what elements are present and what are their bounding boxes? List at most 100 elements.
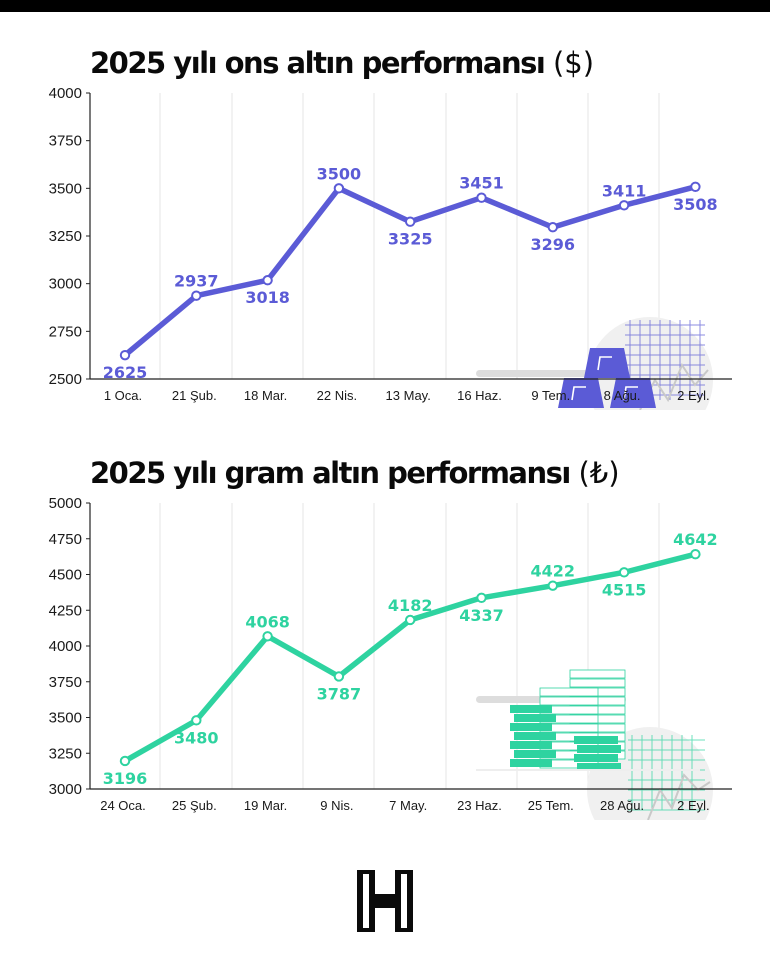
banknote-icon <box>514 714 556 722</box>
chart-title-try: 2025 yılı gram altın performansı (₺) <box>90 456 620 490</box>
y-tick-label: 4250 <box>49 602 82 619</box>
data-label: 2937 <box>174 272 219 291</box>
banknote-icon <box>574 736 618 744</box>
gold-bar-shine <box>597 356 612 371</box>
x-tick-label: 25 Tem. <box>528 798 574 813</box>
x-tick-label: 1 Oca. <box>104 388 142 403</box>
data-point <box>333 183 345 194</box>
data-label: 3451 <box>459 174 504 193</box>
data-label: 3508 <box>673 195 718 214</box>
data-point <box>191 290 202 301</box>
y-tick-label: 3000 <box>49 276 82 293</box>
x-tick-label: 13 May. <box>386 388 431 403</box>
banknote-outline <box>569 669 626 679</box>
data-point <box>618 567 630 578</box>
gold-bar-shine <box>571 386 586 401</box>
chart-try: 3000 3250 3500 3750 4000 4250 4500 4750 5000 24 O… <box>49 495 732 820</box>
x-tick-label: 25 Şub. <box>172 798 217 813</box>
chart-usd: 2500 2750 3000 3250 3500 3750 4000 1 Oca. 21 Şub… <box>49 85 732 410</box>
x-tick-label: 18 Mar. <box>244 388 287 403</box>
data-point <box>262 631 273 642</box>
h-logo-shape <box>357 870 413 932</box>
banknote-outline <box>539 696 599 706</box>
banknote-icon <box>510 705 552 713</box>
data-point <box>690 181 701 193</box>
y-tick-label: 4750 <box>49 531 82 548</box>
data-point <box>690 548 701 560</box>
x-tick-label: 2 Eyl. <box>677 388 710 403</box>
x-tick-label: 24 Oca. <box>100 798 146 813</box>
y-tick-label: 5000 <box>49 495 82 512</box>
data-label: 4642 <box>673 530 718 549</box>
data-point <box>119 349 131 361</box>
y-tick-label: 2500 <box>49 371 82 388</box>
data-label: 4515 <box>602 580 647 599</box>
banknote-icon <box>510 723 552 731</box>
data-label: 3325 <box>388 230 433 249</box>
data-point <box>119 755 131 767</box>
data-label: 4337 <box>459 606 504 625</box>
illustration-banknote-stacks <box>476 669 713 820</box>
data-label: 3018 <box>245 288 290 307</box>
y-tick-label: 2750 <box>49 323 82 340</box>
chart-title-unit: ($) <box>552 46 595 80</box>
y-tick-label: 3500 <box>49 710 82 727</box>
y-tick-label: 4000 <box>49 85 82 102</box>
gold-bar-icon <box>584 348 630 378</box>
x-tick-label: 9 Nis. <box>320 798 353 813</box>
data-label: 3196 <box>103 769 148 788</box>
x-tick-label: 7 May. <box>389 798 427 813</box>
data-label: 2625 <box>103 363 148 382</box>
data-point <box>333 671 345 682</box>
banknote-icon <box>574 754 618 762</box>
banknote-icon <box>577 745 621 753</box>
chart-title-text: 2025 yılı gram altın performansı <box>90 456 571 490</box>
chart-title-usd: 2025 yılı ons altın performansı ($) <box>90 46 594 80</box>
data-label: 4182 <box>388 596 433 615</box>
banknote-icon <box>510 759 552 767</box>
banknote-outline <box>539 687 599 697</box>
data-point <box>405 216 416 227</box>
h-logo-inner-left <box>363 874 369 928</box>
banknote-icon <box>577 763 621 771</box>
data-label: 3480 <box>174 728 219 747</box>
y-tick-label: 3750 <box>49 674 82 691</box>
data-point <box>476 192 487 203</box>
y-tick-label: 3000 <box>49 781 82 798</box>
data-label: 3787 <box>317 684 362 703</box>
y-tick-label: 3250 <box>49 228 82 245</box>
illustration-gold-bars <box>476 317 713 410</box>
chart-title-text: 2025 yılı ons altın performansı <box>90 46 546 80</box>
data-point <box>547 222 558 233</box>
top-bar <box>0 0 770 12</box>
data-label: 3500 <box>317 164 362 183</box>
data-point <box>262 275 273 286</box>
data-point <box>191 715 202 726</box>
h-logo-icon <box>357 870 413 932</box>
x-tick-label: 19 Mar. <box>244 798 287 813</box>
x-tick-label: 8 Ağu. <box>604 388 641 403</box>
x-tick-label: 28 Ağu. <box>600 798 644 813</box>
illustration-grid <box>628 735 705 811</box>
banknote-outline <box>569 678 626 688</box>
banknote-icon <box>514 732 556 740</box>
data-label: 4422 <box>531 562 576 581</box>
x-tick-label: 2 Eyl. <box>677 798 710 813</box>
x-tick-label: 22 Nis. <box>317 388 357 403</box>
data-label: 3411 <box>602 181 647 200</box>
illustration-zigzag <box>639 362 709 410</box>
h-logo-inner-right <box>401 874 407 928</box>
x-tick-label: 21 Şub. <box>172 388 217 403</box>
gold-bar-icon <box>558 378 604 408</box>
y-tick-label: 4500 <box>49 567 82 584</box>
gold-bar-icon <box>610 378 656 408</box>
x-tick-label: 9 Tem. <box>531 388 570 403</box>
data-point <box>476 592 487 604</box>
data-point <box>405 614 416 626</box>
data-point <box>547 580 558 591</box>
gold-bar-shine <box>623 386 638 401</box>
x-tick-label: 23 Haz. <box>457 798 502 813</box>
y-tick-label: 3750 <box>49 133 82 150</box>
banknote-icon <box>510 741 552 749</box>
x-tick-label: 16 Haz. <box>457 388 502 403</box>
